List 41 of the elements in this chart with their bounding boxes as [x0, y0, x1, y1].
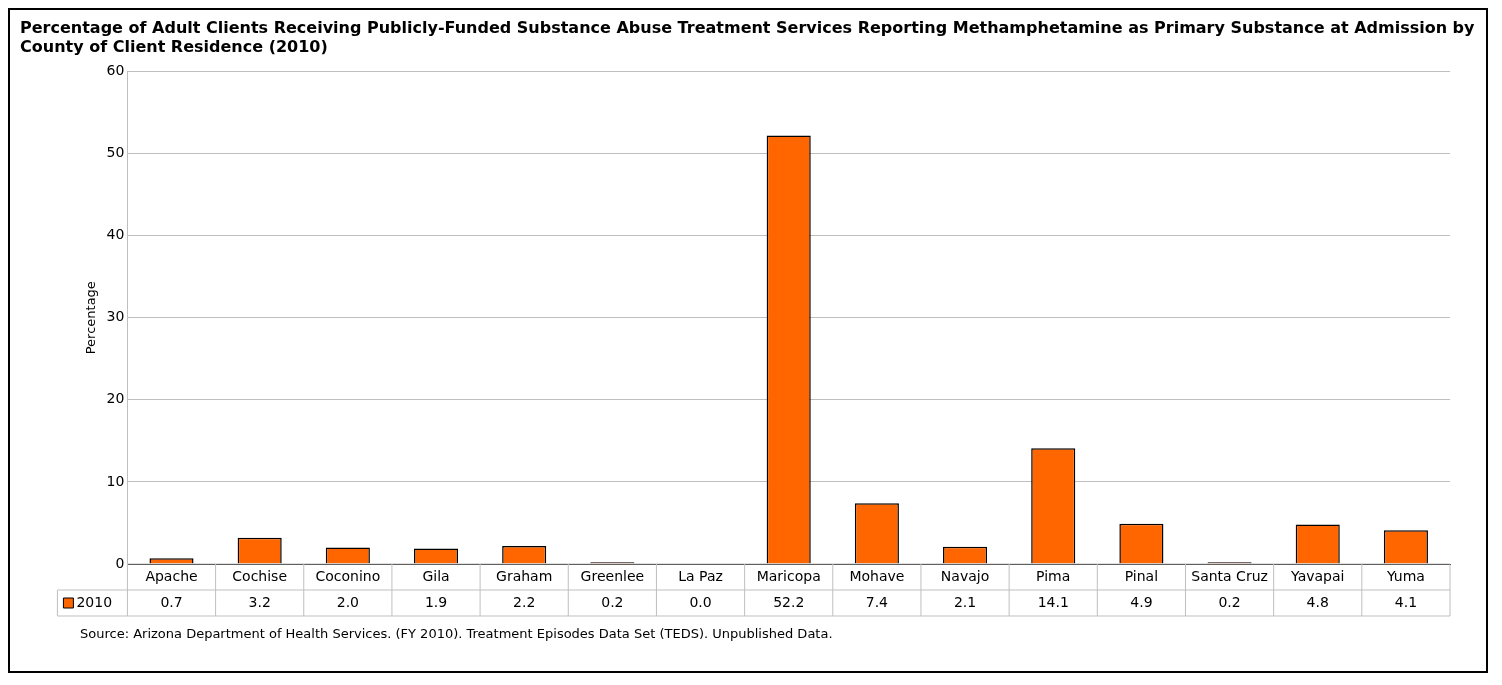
x-tick-label: Navajo: [940, 567, 990, 584]
data-label: 2.1: [953, 593, 977, 610]
data-label: 0.7: [160, 593, 183, 610]
x-tick-label: Coconino: [315, 567, 381, 584]
x-tick-label: Gila: [422, 567, 450, 584]
data-label: 14.1: [1037, 593, 1069, 610]
data-label: 4.8: [1306, 593, 1329, 610]
data-label: 52.2: [773, 593, 805, 610]
x-tick-label: Yuma: [1385, 567, 1425, 584]
chart-title: Percentage of Adult Clients Receiving Publicly-Funded Substance Abuse Treatment Services Reporting Methamphetamine as Primary Substance at Admission by County of Client Residence (2010): [20, 18, 1476, 56]
y-tick-label: 30: [106, 308, 125, 325]
x-tick-label: Mohave: [849, 567, 905, 584]
x-tick-label: Greenlee: [580, 567, 645, 584]
y-tick-label: 10: [106, 472, 125, 489]
y-tick-label: 50: [106, 144, 125, 161]
x-tick-label: Cochise: [232, 567, 288, 584]
y-tick-label: 20: [106, 390, 125, 407]
data-label: 1.9: [424, 593, 448, 610]
data-label: 4.1: [1394, 593, 1418, 610]
data-label: 4.9: [1130, 593, 1153, 610]
y-tick-label: 0: [115, 554, 125, 571]
legend-label: 2010: [76, 593, 113, 610]
x-tick-label: Pinal: [1124, 567, 1159, 584]
x-tick-label: Pima: [1036, 567, 1071, 584]
x-tick-label: Apache: [145, 567, 198, 584]
x-tick-label: Yavapai: [1290, 567, 1345, 584]
data-label: 3.2: [248, 593, 271, 610]
x-tick-label: Graham: [496, 567, 553, 584]
data-label: 0.2: [1218, 593, 1241, 610]
x-tick-label: La Paz: [678, 567, 723, 584]
y-axis-title: Percentage: [83, 281, 99, 355]
source-note: Source: Arizona Department of Health Services. (FY 2010). Treatment Episodes Data Set (TEDS). Unpublished Data.: [80, 626, 834, 641]
x-tick-label: Santa Cruz: [1191, 567, 1268, 584]
y-tick-label: 40: [106, 226, 125, 243]
y-tick-label: 60: [106, 62, 125, 79]
data-label: 2.2: [513, 593, 536, 610]
data-label: 7.4: [865, 593, 889, 610]
x-tick-label: Maricopa: [756, 567, 821, 584]
data-label: 2.0: [336, 593, 359, 610]
data-label: 0.0: [689, 593, 712, 610]
data-label: 0.2: [601, 593, 624, 610]
